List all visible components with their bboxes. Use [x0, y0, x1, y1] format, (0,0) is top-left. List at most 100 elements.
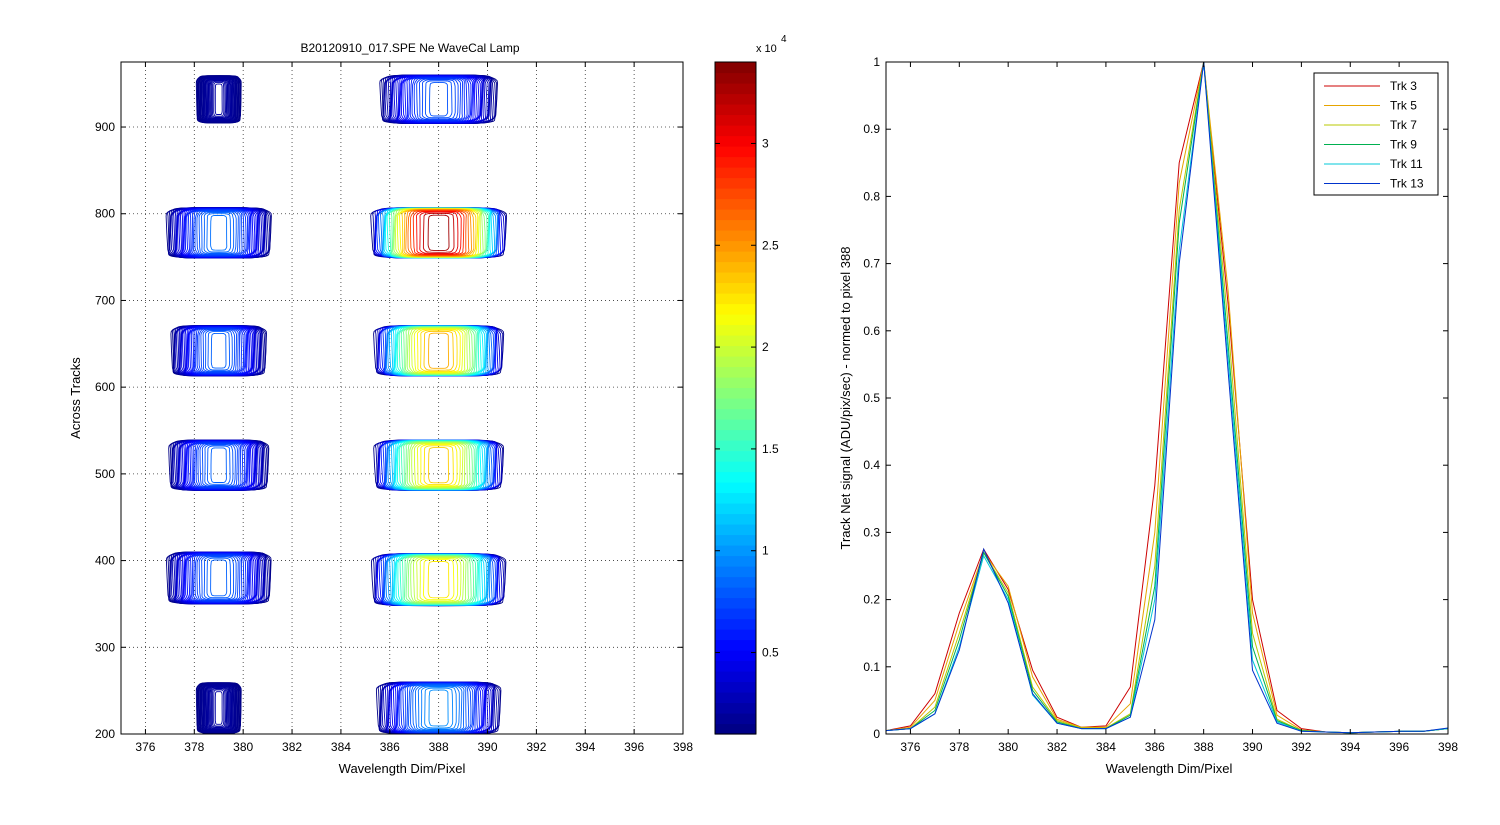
- line-x-tick-label: 380: [998, 740, 1018, 754]
- contour-line: [207, 78, 231, 121]
- contour-line: [408, 327, 469, 375]
- contour-line: [191, 553, 247, 603]
- colorbar: 0.5 1 1.5 2 2.5 3 x 10 4: [714, 34, 787, 735]
- contour-line: [408, 76, 470, 123]
- line-x-tick-label: 398: [1438, 740, 1458, 754]
- contour-line: [404, 326, 473, 375]
- contour-line: [201, 211, 237, 255]
- contour-line: [194, 209, 243, 256]
- colorbar-band: [715, 692, 756, 704]
- colorbar-band: [715, 387, 756, 399]
- colorbar-band: [715, 62, 756, 74]
- colorbar-band: [715, 576, 756, 588]
- colorbar-band: [715, 356, 756, 368]
- contour-y-tick-label: 600: [95, 380, 115, 394]
- colorbar-band: [715, 681, 756, 693]
- contour-line: [397, 208, 480, 258]
- series-line: [886, 62, 1448, 734]
- colorbar-ticks: 0.5 1 1.5 2 2.5 3: [715, 136, 779, 660]
- colorbar-band: [715, 345, 756, 357]
- colorbar-band: [715, 482, 756, 494]
- colorbar-band: [715, 324, 756, 336]
- colorbar-band: [715, 251, 756, 263]
- colorbar-band: [715, 419, 756, 431]
- colorbar-band: [715, 597, 756, 609]
- contour-line: [200, 328, 237, 373]
- contour-line: [213, 689, 225, 727]
- contour-line: [198, 328, 239, 374]
- line-y-tick-label: 0.7: [863, 257, 880, 271]
- contour-line: [429, 82, 449, 117]
- contour-line: [213, 81, 225, 117]
- contour-line: [204, 444, 234, 486]
- contour-y-tick-label: 500: [95, 467, 115, 481]
- colorbar-frame: [714, 61, 757, 735]
- contour-line: [202, 329, 236, 373]
- contour-x-tick-label: 376: [135, 740, 155, 754]
- contour-line: [189, 208, 249, 257]
- contour-line: [416, 557, 462, 603]
- contour-line: [192, 209, 245, 257]
- colorbar-tick-label: 1.5: [762, 442, 779, 456]
- colorbar-band: [715, 188, 756, 200]
- contour-blob: [168, 439, 270, 491]
- contour-line: [428, 689, 449, 727]
- colorbar-band: [715, 629, 756, 641]
- contour-line: [420, 444, 458, 487]
- contour-line: [208, 686, 229, 730]
- contour-line: [198, 555, 239, 601]
- contour-blob: [375, 681, 502, 734]
- line-x-tick-label: 382: [1047, 740, 1067, 754]
- contour-line: [403, 208, 475, 257]
- contour-line: [423, 330, 454, 371]
- contour-line: [197, 442, 240, 488]
- contour-line: [206, 78, 231, 121]
- contour-line: [413, 442, 464, 488]
- contour-line: [194, 554, 243, 602]
- colorbar-band: [715, 608, 756, 620]
- line-x-tick-label: 378: [949, 740, 969, 754]
- colorbar-band: [715, 408, 756, 420]
- contour-y-tick-label: 400: [95, 554, 115, 568]
- contour-x-tick-label: 396: [624, 740, 644, 754]
- line-x-tick-label: 376: [900, 740, 920, 754]
- contour-line: [207, 445, 231, 485]
- colorbar-band: [715, 240, 756, 252]
- line-y-axis-label: Track Net signal (ADU/pix/sec) - normed …: [838, 247, 853, 550]
- contour-line: [413, 328, 464, 374]
- contour-line: [403, 441, 475, 490]
- colorbar-band: [715, 114, 756, 126]
- legend-label: Trk 3: [1390, 79, 1417, 93]
- colorbar-band: [715, 177, 756, 189]
- contour-line: [419, 211, 459, 254]
- legend-label: Trk 5: [1390, 99, 1417, 113]
- line-y-tick-label: 0.8: [863, 189, 880, 203]
- colorbar-band: [715, 639, 756, 651]
- contour-blob: [370, 553, 507, 607]
- line-y-tick-label: 0: [873, 727, 880, 741]
- contour-line: [201, 555, 237, 601]
- contour-line: [427, 561, 450, 599]
- contour-line: [206, 685, 231, 731]
- contour-line: [409, 76, 468, 122]
- contour-line: [401, 554, 477, 605]
- colorbar-band: [715, 377, 756, 389]
- contour-line: [415, 210, 462, 255]
- line-x-tick-label: 384: [1096, 740, 1116, 754]
- contour-x-tick-label: 384: [331, 740, 351, 754]
- colorbar-band: [715, 534, 756, 546]
- legend-label: Trk 11: [1390, 157, 1423, 171]
- contour-line: [416, 443, 461, 487]
- line-y-tick-label: 0.2: [863, 593, 880, 607]
- contour-blob: [370, 207, 508, 259]
- contour-x-tick-label: 390: [478, 740, 498, 754]
- contour-line: [203, 212, 235, 254]
- contour-line: [198, 210, 239, 255]
- contour-line: [421, 79, 456, 120]
- contour-line: [209, 686, 228, 730]
- contour-line: [193, 327, 244, 375]
- colorbar-band: [715, 513, 756, 525]
- contour-line: [405, 209, 472, 257]
- colorbar-band: [715, 282, 756, 294]
- colorbar-band: [715, 440, 756, 452]
